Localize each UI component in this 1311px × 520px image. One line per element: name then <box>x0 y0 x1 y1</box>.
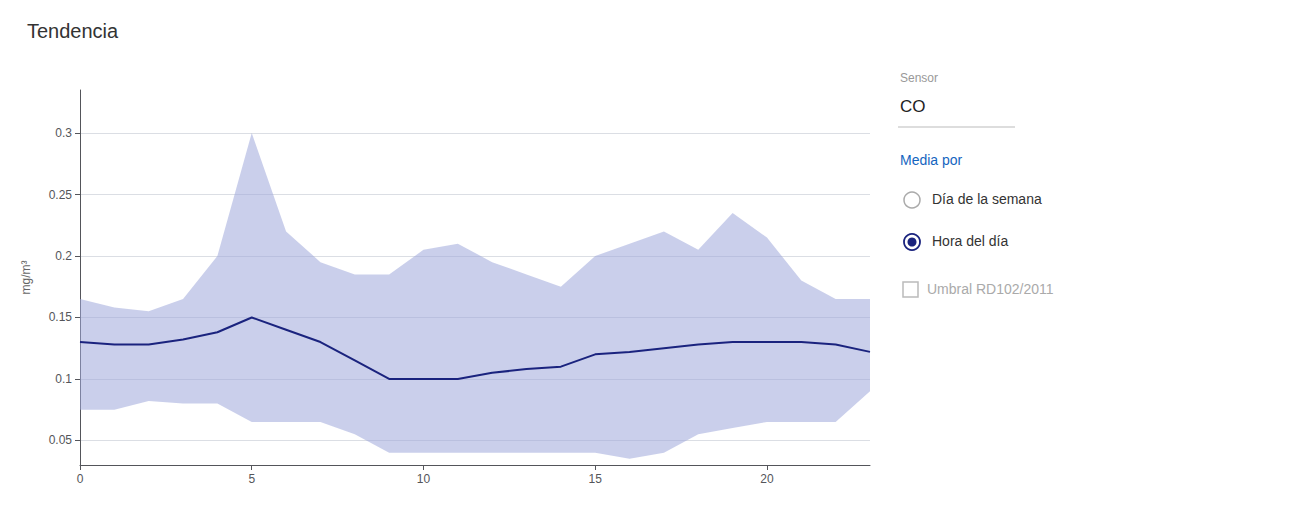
svg-text:5: 5 <box>248 472 255 486</box>
svg-text:0.25: 0.25 <box>49 188 73 202</box>
svg-text:15: 15 <box>589 472 603 486</box>
svg-text:Tendencia: Tendencia <box>27 20 119 42</box>
svg-text:0.3: 0.3 <box>55 126 72 140</box>
svg-text:Media por: Media por <box>900 152 963 168</box>
svg-text:0.05: 0.05 <box>49 433 73 447</box>
svg-text:0.1: 0.1 <box>55 372 72 386</box>
svg-text:0: 0 <box>77 472 84 486</box>
svg-text:10: 10 <box>417 472 431 486</box>
svg-text:Hora del día: Hora del día <box>932 233 1008 249</box>
svg-text:Sensor: Sensor <box>900 71 938 85</box>
svg-text:0.2: 0.2 <box>55 249 72 263</box>
svg-text:0.15: 0.15 <box>49 310 73 324</box>
svg-text:mg/m³: mg/m³ <box>19 261 33 295</box>
svg-text:CO: CO <box>900 97 926 116</box>
svg-text:Umbral RD102/2011: Umbral RD102/2011 <box>927 281 1054 297</box>
svg-text:Día de la semana: Día de la semana <box>932 191 1042 207</box>
svg-text:20: 20 <box>760 472 774 486</box>
